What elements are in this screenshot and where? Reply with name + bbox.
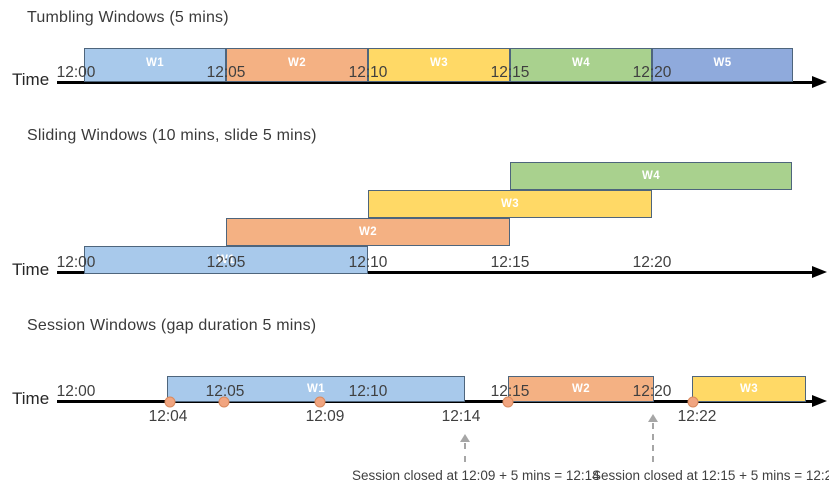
window-w1: W1	[84, 246, 368, 274]
event-dot	[164, 396, 176, 408]
event-time-label-1209: 12:09	[305, 408, 345, 425]
window-label-w3: W3	[739, 383, 759, 395]
event-dot	[218, 396, 230, 408]
event-time-label-1204: 12:04	[148, 408, 188, 425]
sliding-section-title: Sliding Windows (10 mins, slide 5 mins)	[27, 127, 317, 144]
window-w4: W4	[510, 48, 652, 82]
window-label-w4: W4	[641, 170, 661, 182]
sliding-time-axis-label: Time	[12, 260, 50, 279]
window-label-w1: W1	[306, 383, 326, 395]
window-w2: W2	[508, 376, 654, 402]
axis-tick-1210: 12:10	[348, 64, 388, 81]
annotation-arrow-shaft	[652, 423, 654, 462]
session-closed-annotation: Session closed at 12:09 + 5 mins = 12:14	[352, 468, 600, 483]
window-w1: W1	[84, 48, 226, 82]
event-dot	[687, 396, 699, 408]
axis-tick-1220: 12:20	[632, 64, 672, 81]
window-label-w2: W2	[358, 226, 378, 238]
axis-tick-1200: 12:00	[56, 383, 96, 400]
axis-tick-1210: 12:10	[348, 254, 388, 271]
sliding-time-axis-line	[57, 266, 827, 278]
axis-tick-1200: 12:00	[56, 254, 96, 271]
window-w3: W3	[368, 190, 652, 218]
axis-tick-1220: 12:20	[632, 383, 672, 400]
window-label-w1: W1	[216, 254, 236, 266]
axis-tick-1210: 12:10	[348, 383, 388, 400]
window-label-w4: W4	[571, 56, 591, 69]
window-w2: W2	[226, 48, 368, 82]
tumbling-time-axis-label: Time	[12, 70, 50, 89]
window-label-w3: W3	[429, 56, 449, 69]
axis-tick-1220: 12:20	[632, 254, 672, 271]
annotation-arrowhead-icon	[460, 434, 470, 442]
event-dot	[314, 396, 326, 408]
window-w3: W3	[692, 376, 806, 402]
tumbling-section-title: Tumbling Windows (5 mins)	[27, 9, 229, 26]
annotation-arrow-shaft	[464, 443, 466, 462]
window-label-w5: W5	[713, 56, 732, 69]
window-w5: W5	[652, 48, 793, 82]
axis-tick-1205: 12:05	[206, 254, 246, 271]
session-section-title: Session Windows (gap duration 5 mins)	[27, 317, 317, 334]
axis-tick-1215: 12:15	[490, 383, 530, 400]
tumbling-time-axis-line	[57, 76, 827, 88]
axis-tick-1205: 12:05	[206, 64, 246, 81]
window-label-w3: W3	[500, 198, 520, 210]
window-w3: W3	[368, 48, 510, 82]
window-w4: W4	[510, 162, 792, 190]
session-time-axis-label: Time	[12, 389, 50, 408]
annotation-arrowhead-icon	[648, 414, 658, 422]
window-label-w2: W2	[571, 383, 591, 395]
window-label-w1: W1	[145, 56, 165, 69]
axis-tick-1215: 12:15	[490, 254, 530, 271]
axis-tick-1200: 12:00	[56, 64, 96, 81]
event-dot	[502, 396, 514, 408]
session-closed-annotation: Session closed at 12:15 + 5 mins = 12:20	[592, 468, 829, 483]
axis-tick-1205: 12:05	[205, 383, 245, 400]
window-w2: W2	[226, 218, 510, 246]
axis-tick-1215: 12:15	[490, 64, 530, 81]
event-time-label-1214: 12:14	[441, 408, 481, 425]
window-label-w2: W2	[287, 56, 307, 69]
event-time-label-1222: 12:22	[677, 408, 717, 425]
